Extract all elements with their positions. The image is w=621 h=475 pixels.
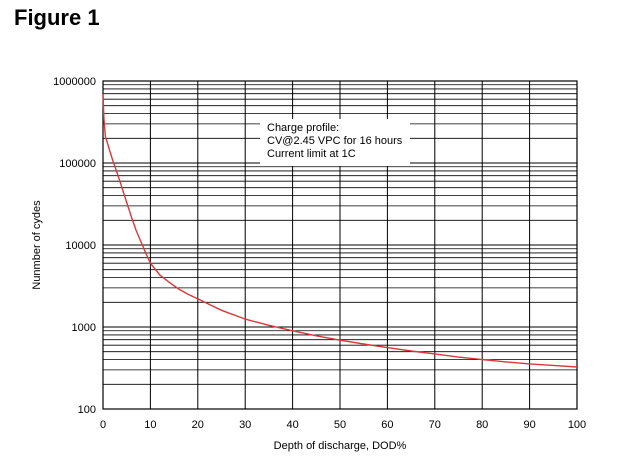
y-axis-ticks: 100 1000 10000 100000 1000000 xyxy=(53,76,96,416)
x-axis-label: Depth of discharge, DOD% xyxy=(274,440,407,452)
annotation-line: Charge profile: xyxy=(267,122,339,134)
annotation-line: Current limit at 1C xyxy=(267,148,356,160)
x-tick-label: 0 xyxy=(100,419,106,431)
series-line xyxy=(102,93,578,368)
x-tick-label: 40 xyxy=(286,419,298,431)
charge-profile-annotation: Charge profile: CV@2.45 VPC for 16 hours… xyxy=(260,119,410,166)
y-tick-label: 1000000 xyxy=(53,76,96,88)
x-axis-ticks: 0 10 20 30 40 50 60 70 80 90 100 xyxy=(100,419,586,431)
x-tick-label: 50 xyxy=(334,419,346,431)
y-axis-label: Nunmber of cydes xyxy=(31,200,43,290)
x-tick-label: 10 xyxy=(144,419,156,431)
x-tick-label: 100 xyxy=(568,419,586,431)
x-tick-label: 90 xyxy=(523,419,535,431)
annotation-background xyxy=(260,119,410,166)
x-tick-label: 80 xyxy=(476,419,488,431)
plot-frame xyxy=(102,80,578,410)
y-tick-label: 1000 xyxy=(72,322,96,334)
x-tick-label: 70 xyxy=(429,419,441,431)
y-tick-label: 100000 xyxy=(59,158,96,170)
annotation-line: CV@2.45 VPC for 16 hours xyxy=(267,135,403,147)
figure-title: Figure 1 xyxy=(14,5,100,30)
x-tick-label: 60 xyxy=(381,419,393,431)
x-tick-label: 30 xyxy=(239,419,251,431)
x-tick-label: 20 xyxy=(192,419,204,431)
grid xyxy=(103,81,577,409)
y-tick-label: 10000 xyxy=(65,240,96,252)
y-tick-label: 100 xyxy=(78,404,96,416)
